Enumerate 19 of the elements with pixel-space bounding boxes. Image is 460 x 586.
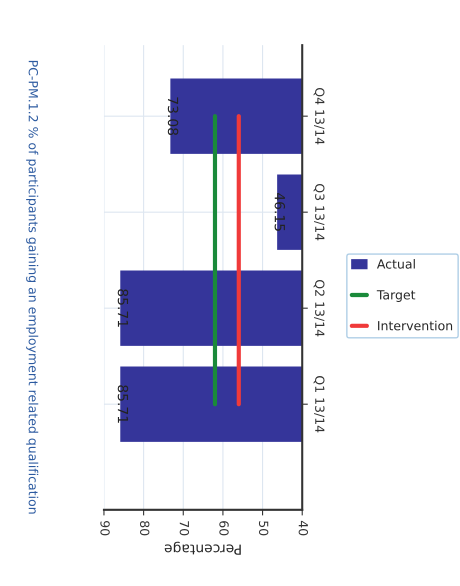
legend-label: Intervention xyxy=(378,320,452,330)
legend-label: Target xyxy=(376,290,416,302)
data-label: 46.15 xyxy=(274,192,286,231)
x-tick-label: 90 xyxy=(100,521,110,536)
data-label: 73.08 xyxy=(168,97,178,136)
x-tick-label: 80 xyxy=(140,521,150,536)
legend-label: Actual xyxy=(376,259,415,269)
x-tick-label: 70 xyxy=(180,521,190,536)
y-tick-label: Q4 13/14 xyxy=(314,88,325,144)
text: PC-PM.1.2 % of participants gaining an employment related qualification xyxy=(26,60,38,514)
x-tick-label: 60 xyxy=(219,521,229,536)
data-label: 85.71 xyxy=(118,385,128,423)
data-label: 85.71 xyxy=(118,289,128,327)
x-tick-label: 50 xyxy=(258,521,268,536)
y-tick-label: Q3 13/14 xyxy=(314,184,325,240)
y-tick-label: Q2 13/14 xyxy=(314,280,325,336)
x-axis-title: Percentage xyxy=(164,542,241,555)
x-tick-label: 40 xyxy=(298,520,308,536)
y-tick-label: Q1 13/14 xyxy=(314,376,325,432)
